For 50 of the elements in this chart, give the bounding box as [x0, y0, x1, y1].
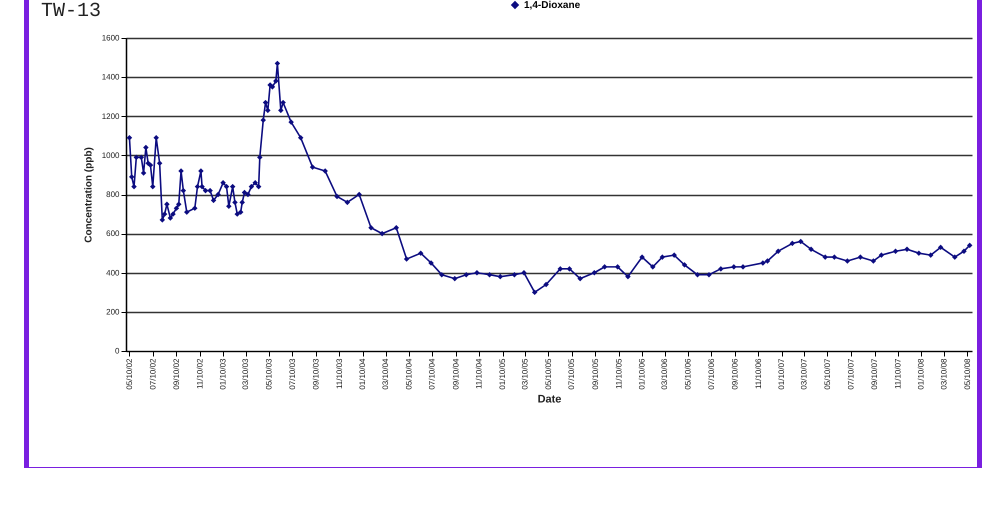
y-tick-label: 1200 [102, 112, 120, 121]
x-tick-label: 05/10/08 [962, 358, 972, 390]
x-tick-label: 01/10/06 [638, 358, 647, 390]
x-tick-label: 01/10/08 [916, 358, 926, 390]
x-tick-label: 11/10/03 [334, 358, 344, 390]
y-tick-label: 1000 [102, 150, 120, 160]
chart-title: TW-13 [41, 0, 102, 23]
x-tick-label: 05/10/02 [124, 358, 134, 390]
y-tick-label: 0 [115, 346, 120, 356]
x-tick-label: 07/10/03 [288, 358, 297, 390]
x-tick-label: 09/10/06 [730, 358, 740, 390]
x-tick-label: 07/10/05 [567, 358, 576, 390]
y-tick-label: 800 [106, 190, 120, 199]
y-axis-title: Concentration (ppb) [84, 147, 95, 243]
legend-label: 1,4-Dioxane [524, 0, 581, 11]
x-tick-label: 07/10/07 [846, 358, 856, 390]
x-tick-label: 09/10/03 [311, 358, 320, 390]
x-tick-label: 09/10/02 [172, 358, 181, 390]
y-tick-label: 1400 [102, 72, 120, 82]
x-tick-label: 03/10/07 [800, 358, 809, 390]
x-tick-label: 11/10/02 [195, 358, 204, 390]
x-tick-label: 01/10/03 [218, 358, 228, 390]
x-tick-label: 11/10/07 [893, 358, 902, 390]
x-tick-label: 01/10/04 [358, 358, 368, 390]
x-tick-label: 11/10/04 [474, 358, 484, 390]
x-tick-label: 05/10/03 [264, 358, 274, 390]
x-tick-label: 09/10/05 [590, 358, 600, 390]
x-tick-label: 07/10/02 [148, 358, 158, 390]
x-tick-label: 05/10/04 [404, 358, 414, 390]
y-tick-label: 600 [106, 229, 120, 238]
x-tick-label: 09/10/07 [870, 358, 880, 390]
x-axis-title: Date [538, 394, 562, 406]
x-tick-label: 05/10/07 [822, 358, 832, 390]
y-tick-label: 1600 [102, 34, 120, 42]
x-tick-label: 03/10/04 [381, 358, 390, 390]
x-tick-label: 07/10/04 [428, 358, 437, 390]
x-tick-label: 11/10/05 [614, 358, 624, 390]
x-tick-label: 01/10/07 [777, 358, 786, 390]
x-tick-label: 03/10/05 [520, 358, 530, 390]
x-tick-label: 05/10/05 [544, 358, 553, 390]
y-tick-label: 400 [106, 268, 120, 278]
x-tick-label: 11/10/06 [754, 358, 763, 390]
x-tick-label: 09/10/04 [451, 358, 460, 390]
x-tick-label: 03/10/06 [660, 358, 670, 390]
x-tick-label: 03/10/03 [241, 358, 250, 390]
x-tick-label: 07/10/06 [706, 358, 716, 390]
x-tick-label: 01/10/05 [498, 358, 508, 390]
x-tick-label: 03/10/08 [940, 358, 949, 390]
x-tick-label: 05/10/06 [683, 358, 692, 390]
y-tick-label: 200 [106, 307, 120, 316]
